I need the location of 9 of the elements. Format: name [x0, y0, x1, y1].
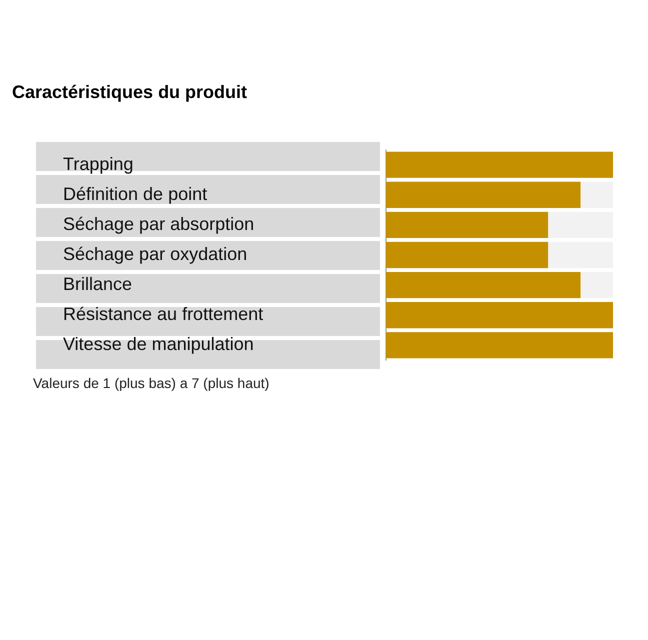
- y-tick-label: Trapping: [63, 154, 134, 174]
- y-tick-label: Résistance au frottement: [63, 304, 264, 324]
- text: Caractéristiques du produit: [12, 82, 248, 103]
- y-tick-label: Brillance: [63, 274, 132, 294]
- text: Valeurs de 1 (plus bas) a 7 (plus haut): [33, 375, 270, 391]
- y-tick-label: Séchage par oxydation: [63, 244, 248, 264]
- y-tick-label: Séchage par absorption: [63, 214, 254, 234]
- y-tick-label: Définition de point: [63, 184, 208, 204]
- y-tick-label: Vitesse de manipulation: [63, 334, 254, 354]
